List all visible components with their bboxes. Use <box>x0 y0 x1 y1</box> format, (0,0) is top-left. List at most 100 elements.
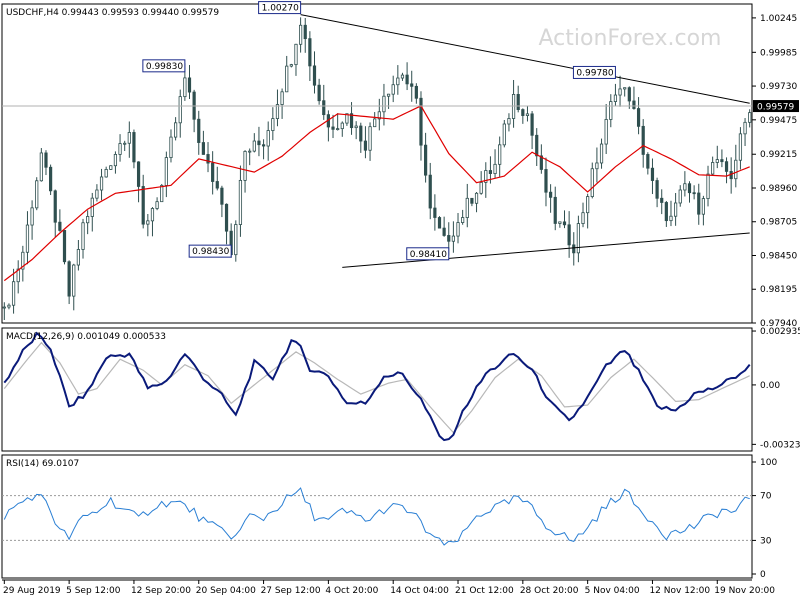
candle-body <box>493 163 497 174</box>
candle-body <box>224 203 229 232</box>
candle-body <box>433 207 437 218</box>
candle-body <box>576 223 580 254</box>
x-tick-label: 19 Nov 20:00 <box>714 586 775 596</box>
candle-body <box>748 112 752 123</box>
candle-body <box>95 189 99 199</box>
price-tick-label: 0.99730 <box>760 82 797 92</box>
candle-body <box>632 100 636 109</box>
candle-body <box>86 216 90 224</box>
candle-body <box>669 215 673 222</box>
candle-body <box>104 169 108 178</box>
candle-body <box>414 85 418 99</box>
price-annotation-label: 1.00270 <box>262 4 299 14</box>
candle-body <box>215 181 219 189</box>
candle-body <box>261 144 266 147</box>
candle-body <box>664 202 668 222</box>
candle-body <box>549 191 553 198</box>
x-tick-label: 12 Sep 20:00 <box>131 586 191 596</box>
candle-body <box>308 38 312 67</box>
price-tick-label: 0.98450 <box>760 251 797 261</box>
candle-body <box>123 142 127 145</box>
candle-body <box>317 84 321 102</box>
candle-body <box>470 197 474 204</box>
candle-body <box>201 142 205 155</box>
candle-body <box>39 152 43 182</box>
x-tick-label: 27 Sep 12:00 <box>261 586 321 596</box>
candle-body <box>354 125 358 129</box>
candle-body <box>502 123 506 146</box>
candle-body <box>442 227 446 236</box>
candle-body <box>562 221 567 226</box>
candle-body <box>155 201 159 209</box>
candle-body <box>697 192 701 215</box>
candle-body <box>275 104 280 119</box>
candle-body <box>67 261 71 297</box>
candle-body <box>692 192 696 195</box>
candle-body <box>382 95 386 113</box>
candle-body <box>410 83 414 87</box>
candle-body <box>331 126 335 130</box>
price-annotation-box <box>572 65 616 79</box>
candle-body <box>400 74 405 79</box>
candle-body <box>44 152 48 168</box>
price-annotation-box <box>406 247 450 261</box>
candle-body <box>220 187 224 205</box>
candle-body <box>386 93 391 97</box>
price-tick-label: 0.99215 <box>760 150 797 160</box>
rsi-tick-label: 0 <box>760 570 766 580</box>
candle-body <box>539 155 543 170</box>
price-annotation-label: 0.98410 <box>410 250 447 260</box>
price-panel-title: USDCHF,H4 0.99443 0.99593 0.99440 0.9957… <box>6 8 219 18</box>
current-price-label: 0.99579 <box>757 103 794 113</box>
candle-body <box>618 88 622 96</box>
candle-body <box>484 170 488 183</box>
candle-body <box>160 185 164 203</box>
candle-body <box>345 113 349 124</box>
candle-body <box>738 133 743 161</box>
price-tick-label: 0.99985 <box>760 48 797 58</box>
candle-body <box>280 91 284 105</box>
candle-body <box>271 118 275 131</box>
price-tick-label: 0.98195 <box>760 285 797 295</box>
price-tick-label: 0.98705 <box>760 218 797 228</box>
candle-body <box>62 230 67 263</box>
candle-body <box>169 136 173 158</box>
candle-body <box>623 87 627 90</box>
rsi-panel-frame <box>1 454 753 579</box>
price-annotation-label: 0.98430 <box>192 247 229 257</box>
x-tick-label: 4 Oct 20:00 <box>325 586 378 596</box>
candle-body <box>734 159 738 180</box>
candle-body <box>252 140 256 152</box>
candle-body <box>553 196 557 224</box>
candle-body <box>405 74 409 85</box>
candle-body <box>99 176 104 191</box>
candle-body <box>322 100 326 116</box>
candle-body <box>447 235 451 242</box>
price-annotation-box <box>188 244 232 258</box>
rsi-tick-label: 70 <box>760 492 772 502</box>
candle-body <box>715 159 719 163</box>
candle-body <box>21 251 25 270</box>
candle-body <box>507 118 511 125</box>
candle-body <box>359 125 363 142</box>
candle-body <box>72 264 76 297</box>
candle-body <box>488 170 493 174</box>
price-annotation-label: 0.99780 <box>576 68 613 78</box>
candle-body <box>465 197 469 218</box>
x-tick-label: 14 Oct 04:00 <box>390 586 449 596</box>
candle-body <box>49 166 53 192</box>
candle-body <box>11 281 16 306</box>
candle-body <box>525 113 530 116</box>
candle-body <box>609 101 613 120</box>
candle-body <box>299 24 303 45</box>
candle-body <box>516 94 520 110</box>
candle-body <box>687 183 692 194</box>
price-tick-label: 0.97940 <box>760 319 797 329</box>
trendline-2 <box>342 232 750 268</box>
candle-body <box>498 144 502 165</box>
candle-body <box>590 168 594 197</box>
macd-tick-label: 0.002935 <box>760 327 800 337</box>
candle-body <box>456 222 460 237</box>
trendline-1 <box>300 14 750 104</box>
